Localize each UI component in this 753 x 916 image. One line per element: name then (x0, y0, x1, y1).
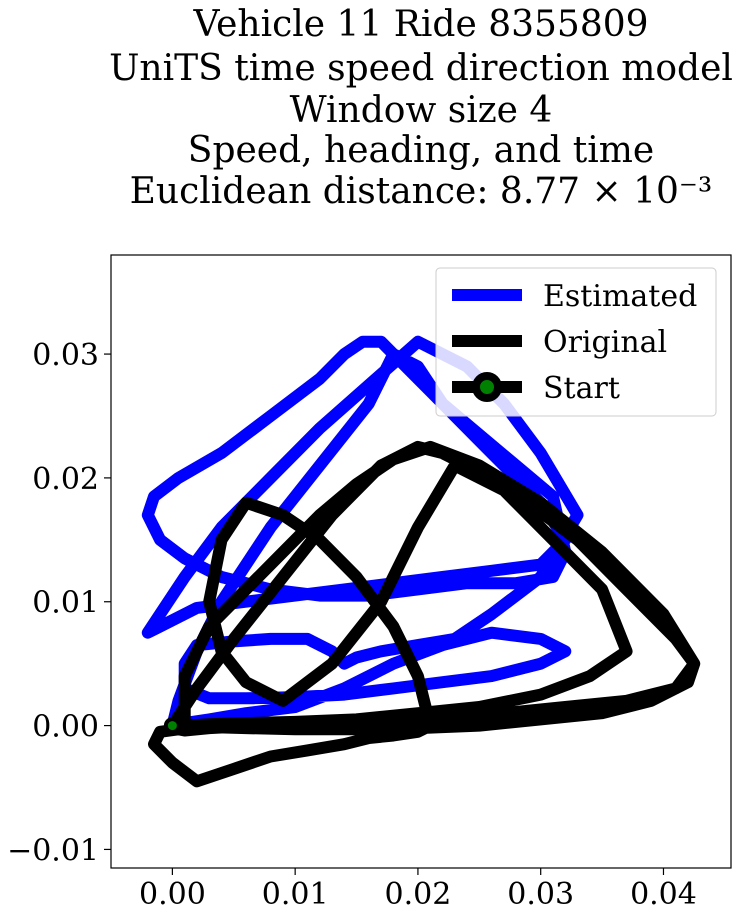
legend-box (435, 267, 717, 417)
x-tick-label: 0.03 (507, 877, 574, 912)
title-line-4: Speed, heading, and time (188, 130, 654, 171)
y-tick-label: −0.01 (7, 833, 99, 868)
plot-frame (110, 254, 732, 869)
x-tick-label: 0.02 (385, 877, 452, 912)
series-layer (141, 335, 701, 788)
series-line-original (148, 440, 701, 788)
x-tick-label: 0.04 (630, 877, 697, 912)
legend: Estimated Original Start (435, 267, 717, 417)
start-point-marker (163, 717, 181, 735)
legend-swatch-start-marker (472, 372, 502, 402)
title-line-3: Window size 4 (290, 90, 553, 131)
chart-title: Vehicle 11 Ride 8355809 UniTS time speed… (109, 4, 733, 212)
series-line-estimated (141, 335, 584, 732)
start-marker-layer (163, 717, 181, 735)
legend-label-original: Original (543, 325, 667, 360)
legend-label-start: Start (543, 371, 620, 406)
legend-label-estimated: Estimated (543, 279, 697, 314)
title-line-5: Euclidean distance: 8.77 × 10⁻³ (130, 171, 713, 212)
title-line-1: Vehicle 11 Ride 8355809 (192, 4, 648, 45)
x-tick-label: 0.01 (262, 877, 329, 912)
y-tick-label: 0.01 (32, 586, 99, 621)
y-tick-label: 0.02 (32, 462, 99, 497)
y-tick-label: 0.03 (32, 338, 99, 373)
y-axis: −0.01 0.00 0.01 0.02 0.03 (7, 338, 111, 868)
x-tick-label: 0.00 (139, 877, 206, 912)
title-line-2: UniTS time speed direction model (109, 48, 733, 89)
x-axis: 0.00 0.01 0.02 0.03 0.04 (139, 868, 697, 912)
plot-area (110, 254, 732, 869)
y-tick-label: 0.00 (32, 710, 99, 745)
